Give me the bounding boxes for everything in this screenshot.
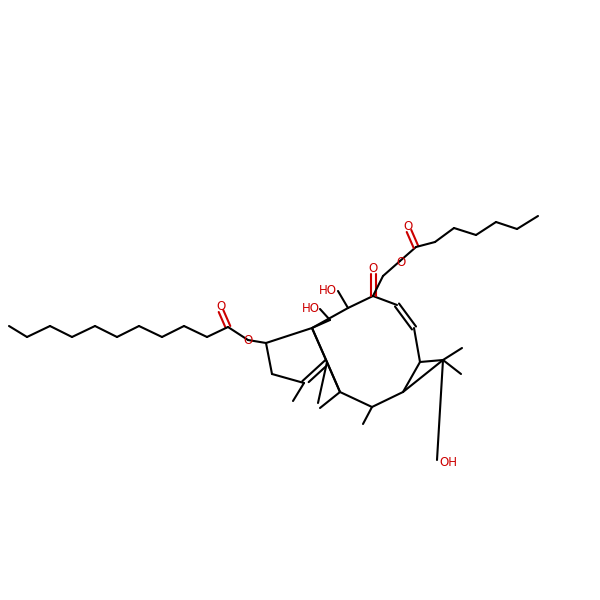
Text: HO: HO	[302, 302, 320, 316]
Text: O: O	[403, 220, 413, 233]
Text: O: O	[244, 335, 253, 347]
Text: O: O	[217, 301, 226, 313]
Text: HO: HO	[319, 283, 337, 296]
Text: O: O	[397, 256, 406, 269]
Text: OH: OH	[439, 455, 457, 469]
Text: O: O	[368, 262, 377, 275]
